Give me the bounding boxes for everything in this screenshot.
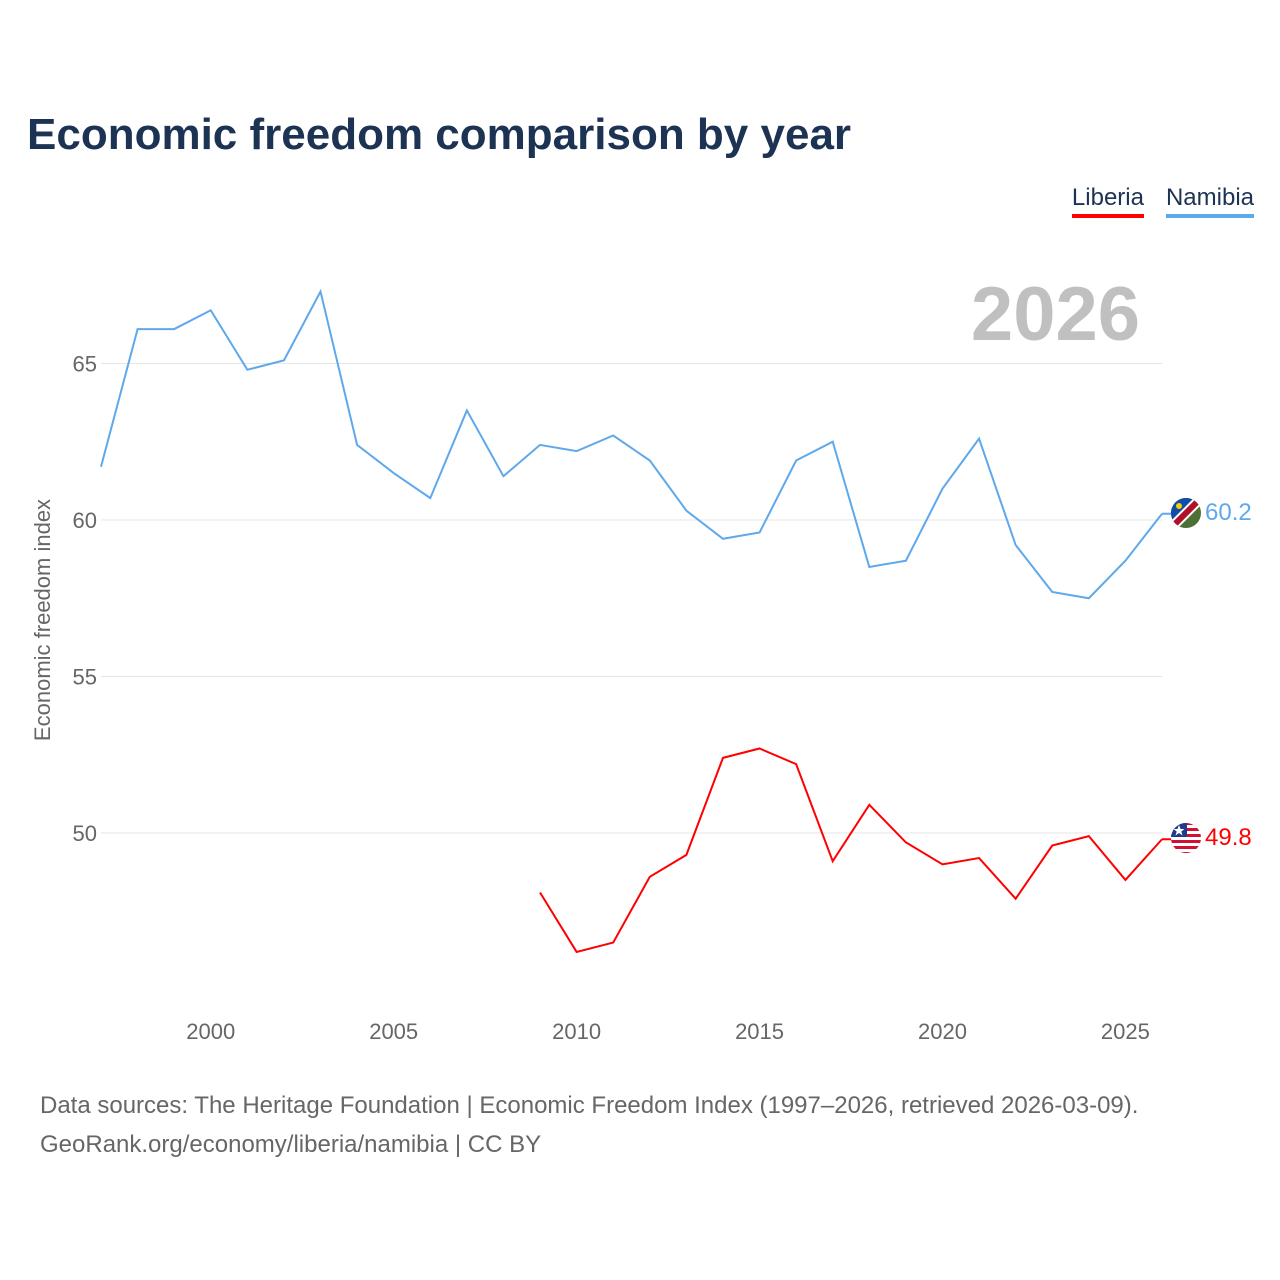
namibia-end-label: 60.2 <box>1205 499 1252 526</box>
series-line-namibia <box>100 288 1163 600</box>
namibia-flag-icon <box>1171 498 1201 528</box>
chart-title: Economic freedom comparison by year <box>27 110 852 159</box>
x-tick-label: 2015 <box>735 1019 784 1044</box>
liberia-end-label: 49.8 <box>1205 824 1252 851</box>
legend-liberia[interactable]: Liberia <box>1071 184 1144 218</box>
year-watermark: 2026 <box>971 272 1140 357</box>
series-line-liberia <box>539 747 1163 954</box>
legend-namibia[interactable]: Namibia <box>1165 184 1254 218</box>
footer-sources: Data sources: The Heritage Foundation | … <box>40 1092 1139 1119</box>
liberia-flag-icon <box>1171 823 1201 853</box>
y-axis-label: Economic freedom index <box>30 499 55 741</box>
x-tick-label: 2025 <box>1101 1019 1150 1044</box>
footer-attribution[interactable]: GeoRank.org/economy/liberia/namibia | CC… <box>40 1131 542 1158</box>
x-tick-label: 2000 <box>186 1019 235 1044</box>
y-tick-label: 65 <box>73 352 97 377</box>
x-tick-label: 2005 <box>369 1019 418 1044</box>
y-tick-label: 60 <box>73 508 97 533</box>
legend: Liberia Namibia <box>1071 184 1254 218</box>
y-tick-label: 55 <box>73 665 97 690</box>
x-tick-label: 2010 <box>552 1019 601 1044</box>
x-tick-label: 2020 <box>918 1019 967 1044</box>
y-tick-label: 50 <box>73 821 97 846</box>
footer: Data sources: The Heritage Foundation | … <box>40 1086 1138 1164</box>
